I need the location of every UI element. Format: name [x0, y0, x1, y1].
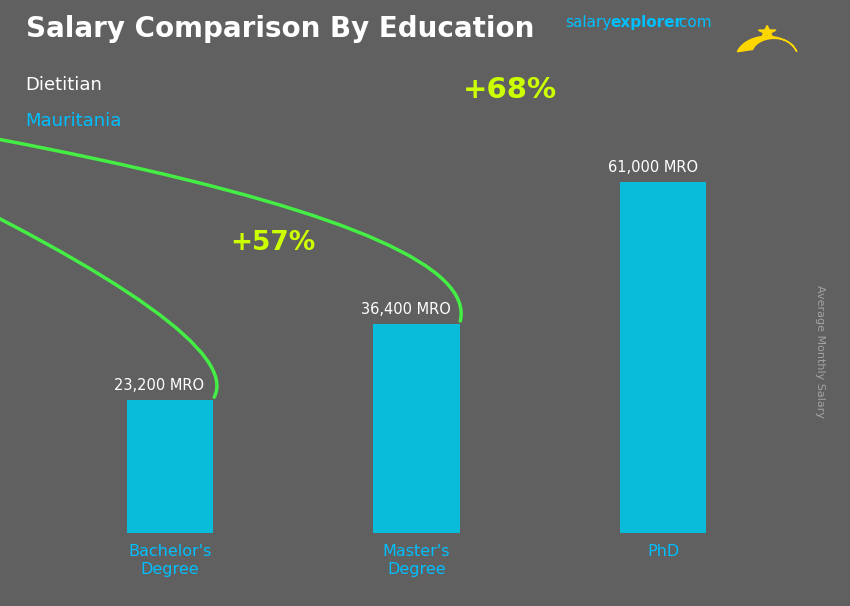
Text: +68%: +68% [463, 76, 558, 104]
Text: Salary Comparison By Education: Salary Comparison By Education [26, 15, 534, 43]
Text: 23,200 MRO: 23,200 MRO [114, 378, 204, 393]
Text: explorer: explorer [610, 15, 683, 30]
Text: salary: salary [565, 15, 612, 30]
Bar [127, 400, 212, 533]
Text: Dietitian: Dietitian [26, 76, 102, 94]
Bar [620, 182, 706, 533]
Text: 61,000 MRO: 61,000 MRO [608, 160, 698, 175]
Text: +57%: +57% [230, 230, 316, 256]
Polygon shape [738, 36, 796, 52]
Text: Average Monthly Salary: Average Monthly Salary [815, 285, 825, 418]
Bar [373, 324, 460, 533]
Text: Mauritania: Mauritania [26, 112, 122, 130]
Text: .com: .com [674, 15, 711, 30]
Polygon shape [758, 25, 776, 38]
Text: 36,400 MRO: 36,400 MRO [361, 302, 450, 317]
